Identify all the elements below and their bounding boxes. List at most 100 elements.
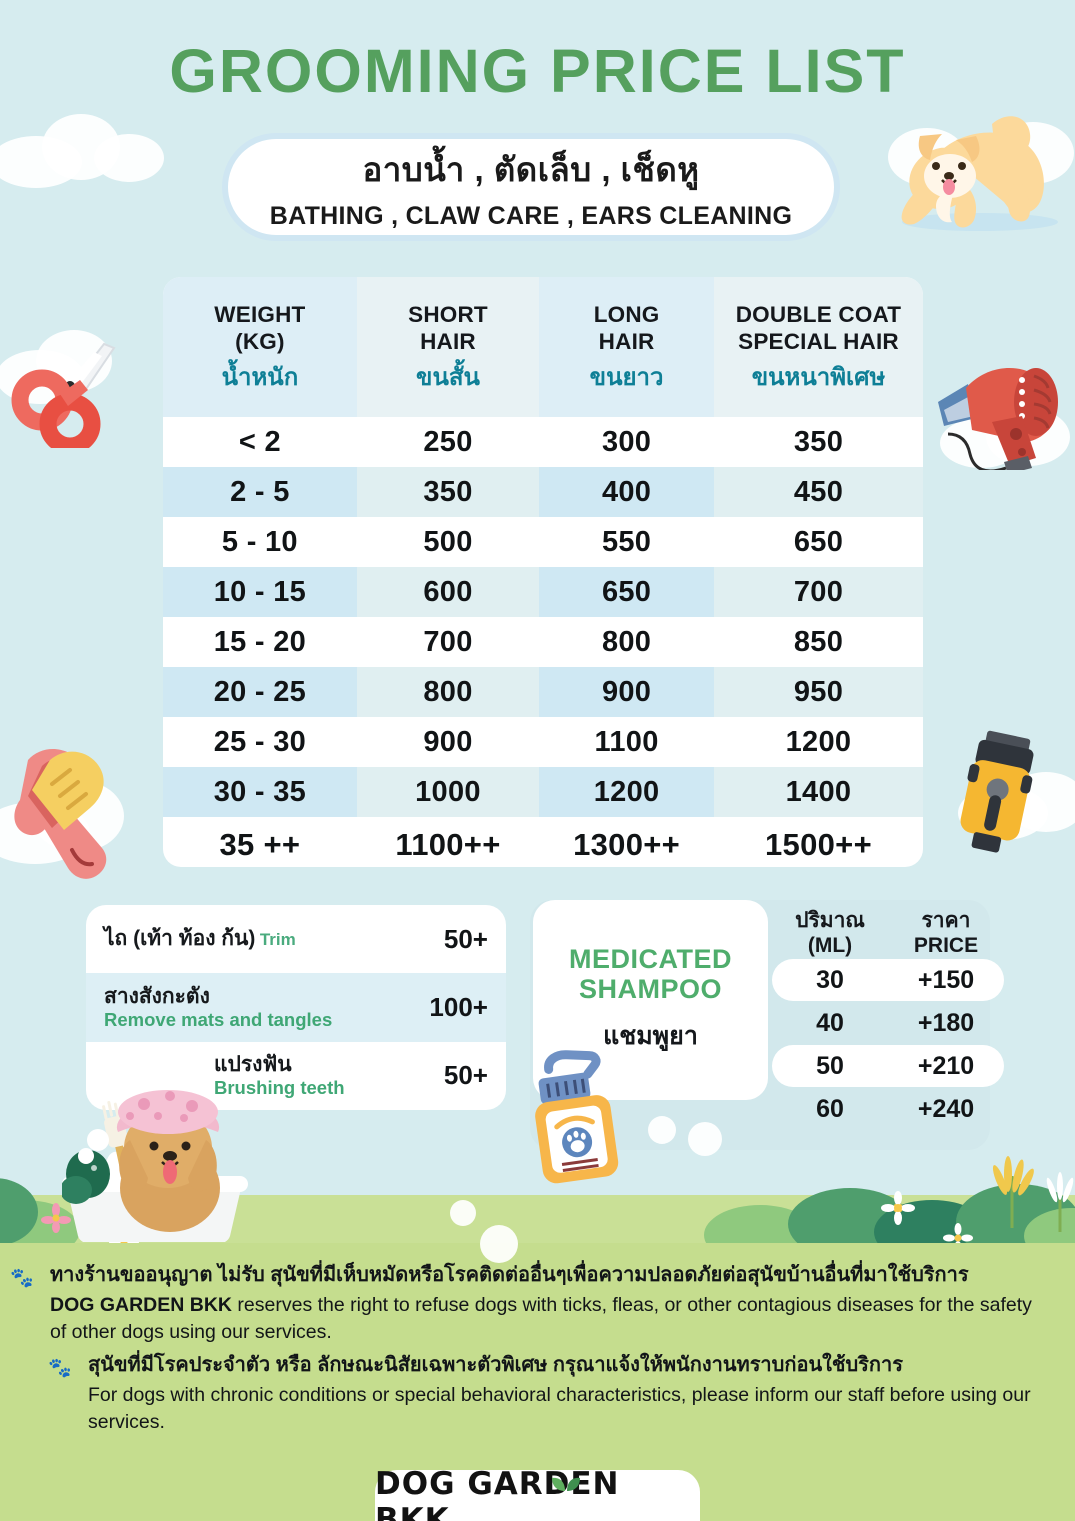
table-row: 20 - 25 800 900 950 — [163, 667, 923, 717]
table-row: 15 - 20 700 800 850 — [163, 617, 923, 667]
table-row: 30 - 35 1000 1200 1400 — [163, 767, 923, 817]
cell-long: 900 — [539, 667, 714, 717]
notice-brand: DOG GARDEN BKK — [50, 1294, 233, 1316]
cell-short: 1100++ — [395, 827, 501, 862]
shampoo-table-header: ปริมาณ (ML) ราคา PRICE — [772, 908, 1004, 958]
shampoo-col-volume: ปริมาณ (ML) — [772, 908, 888, 958]
shampoo-price: +180 — [917, 1008, 975, 1037]
col-header-double-thai: ขนหนาพิเศษ — [751, 364, 886, 392]
shampoo-title-thai: แชมพูยา — [603, 1022, 698, 1051]
shampoo-price: +210 — [917, 1051, 975, 1080]
table-row: < 2 250 300 350 — [163, 417, 923, 467]
extra-row-mats: สางสังกะตัง Remove mats and tangles 100+ — [86, 973, 506, 1042]
notice-block-1: 🐾 ทางร้านขออนุญาต ไม่รับ สุนัขที่มีเห็บห… — [10, 1262, 1050, 1346]
table-row: 5 - 10 500 550 650 — [163, 517, 923, 567]
cell-weight: 30 - 35 — [163, 767, 357, 817]
extra-english-label: Remove mats and tangles — [104, 1008, 333, 1030]
cell-short: 700 — [423, 625, 473, 658]
cell-short: 250 — [423, 425, 473, 458]
bubble-decoration-3 — [450, 1200, 476, 1226]
extra-thai-label: แปรงฟัน — [214, 1053, 292, 1077]
cell-double: 450 — [713, 467, 923, 517]
paw-icon: 🐾 — [48, 1358, 72, 1379]
extras-card: ไถ (เท้า ท้อง ก้น) Trim 50+ สางสังกะตัง … — [86, 905, 506, 1110]
extra-text: ไถ (เท้า ท้อง ก้น) Trim — [104, 927, 410, 951]
col-header-double-line2: SPECIAL HAIR — [738, 328, 899, 354]
cell-long: 800 — [601, 625, 652, 658]
shampoo-ml: 50 — [816, 1051, 844, 1080]
price-table-card: WEIGHT (KG) น้ำหนัก SHORT HAIR ขนสั้น — [163, 277, 923, 867]
dog-stretching-icon — [901, 116, 1058, 231]
price-table-body: < 2 250 300 350 2 - 5 350 400 450 5 - 10… — [163, 417, 923, 867]
cell-double: 1500++ — [765, 827, 872, 862]
cell-weight: 2 - 5 — [163, 467, 357, 517]
cell-short: 800 — [356, 667, 540, 717]
shampoo-ml: 60 — [816, 1094, 844, 1123]
shampoo-title-line2: SHAMPOO — [578, 974, 722, 1004]
hairdryer-icon — [938, 367, 1058, 470]
extra-row-teeth: แปรงฟัน Brushing teeth 50+ — [86, 1042, 506, 1110]
shampoo-volume-thai: ปริมาณ — [795, 909, 865, 932]
col-header-short-hair: SHORT HAIR ขนสั้น — [356, 277, 540, 417]
bubble-decoration-2 — [688, 1122, 722, 1156]
shampoo-title-line1: MEDICATED — [569, 943, 732, 974]
extra-price: 100+ — [429, 991, 488, 1022]
col-header-double-line1: DOUBLE COAT — [735, 302, 902, 328]
col-header-short-thai: ขนสั้น — [416, 364, 480, 392]
cell-weight: < 2 — [238, 425, 281, 458]
bushes-decoration-right — [704, 1156, 1075, 1255]
cell-weight: 20 - 25 — [163, 667, 357, 717]
shampoo-row: 30 +150 — [772, 959, 1004, 1002]
bubble-decoration-1 — [648, 1116, 676, 1144]
cell-long: 1100 — [594, 725, 659, 758]
extra-price: 50+ — [443, 923, 488, 954]
notice-thai: สุนัขที่มีโรคประจำตัว หรือ ลักษณะนิสัยเฉ… — [88, 1354, 904, 1376]
cell-weight: 10 - 15 — [163, 567, 357, 617]
col-header-weight-line1: WEIGHT — [214, 302, 306, 328]
table-row: 2 - 5 350 400 450 — [163, 467, 923, 517]
cell-weight: 5 - 10 — [221, 525, 298, 558]
footer-logo: DOG GARDEN BKK — [375, 1466, 700, 1521]
cell-double: 350 — [793, 425, 844, 458]
extra-english-label: Trim — [259, 930, 296, 950]
shampoo-price-table: ปริมาณ (ML) ราคา PRICE 30 +150 40 +180 5… — [772, 908, 1004, 1130]
shampoo-price: +150 — [917, 965, 975, 994]
extra-english-label: Brushing teeth — [214, 1077, 345, 1099]
shampoo-price-english: PRICE — [913, 934, 979, 958]
subtitle-english: BATHING , CLAW CARE , EARS CLEANING — [269, 202, 793, 230]
shampoo-row: 50 +210 — [772, 1045, 1004, 1088]
clipper-icon — [960, 730, 1034, 853]
shampoo-ml: 40 — [816, 1008, 844, 1037]
cell-double: 1200 — [785, 725, 852, 758]
col-header-double-coat: DOUBLE COAT SPECIAL HAIR ขนหนาพิเศษ — [713, 277, 923, 417]
extra-row-trim: ไถ (เท้า ท้อง ก้น) Trim 50+ — [86, 905, 506, 973]
cell-long: 1200 — [539, 767, 714, 817]
cell-short: 600 — [356, 567, 540, 617]
cell-long: 650 — [539, 567, 714, 617]
cell-long: 550 — [601, 525, 652, 558]
table-row: 35 ++ 1100++ 1300++ 1500++ — [163, 817, 923, 867]
notice-english: DOG GARDEN BKK reserves the right to ref… — [50, 1292, 1050, 1346]
col-header-weight-thai: น้ำหนัก — [221, 364, 299, 392]
cell-short: 1000 — [356, 767, 540, 817]
notice-english: For dogs with chronic conditions or spec… — [88, 1384, 1031, 1433]
notice-block-2: 🐾 สุนัขที่มีโรคประจำตัว หรือ ลักษณะนิสัย… — [48, 1352, 1048, 1436]
cell-weight: 35 ++ — [219, 827, 301, 862]
dog-in-bathtub-icon — [62, 1090, 248, 1242]
price-table-header-row: WEIGHT (KG) น้ำหนัก SHORT HAIR ขนสั้น — [163, 277, 923, 417]
bubble-decoration-4 — [480, 1225, 518, 1263]
shampoo-bottle-icon — [535, 1050, 619, 1184]
brush-icon — [14, 748, 107, 879]
col-header-long-line2: HAIR — [598, 328, 655, 354]
col-header-short-line1: SHORT — [408, 302, 488, 328]
extra-thai-label: สางสังกะตัง — [104, 984, 210, 1008]
shampoo-price-thai: ราคา — [921, 909, 971, 932]
page-title: GROOMING PRICE LIST — [169, 37, 906, 105]
col-header-weight: WEIGHT (KG) น้ำหนัก — [163, 277, 357, 417]
paw-icon: 🐾 — [10, 1268, 34, 1289]
cell-double: 1400 — [713, 767, 923, 817]
cell-long: 300 — [601, 425, 652, 458]
extra-text: สางสังกะตัง Remove mats and tangles — [104, 985, 410, 1030]
scissors-icon — [11, 342, 116, 448]
col-header-weight-line2: (KG) — [235, 328, 285, 354]
